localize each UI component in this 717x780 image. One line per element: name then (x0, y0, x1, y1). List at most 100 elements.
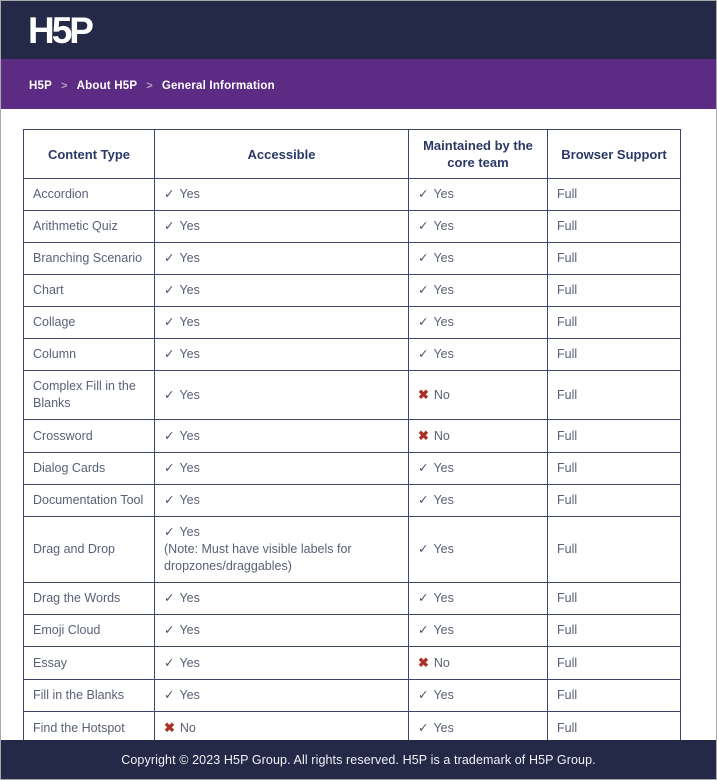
maintained-value: Yes (433, 623, 454, 637)
cross-icon: ✖ (418, 387, 429, 402)
browser-support-cell: Full (547, 178, 681, 211)
maintained-value: Yes (433, 688, 454, 702)
accessible-cell: ✖ No (154, 711, 409, 740)
check-icon: ✓ (418, 720, 429, 735)
maintained-cell: ✓ Yes (408, 210, 548, 243)
maintained-cell: ✓ Yes (408, 178, 548, 211)
maintained-cell: ✓ Yes (408, 614, 548, 647)
accessible-value: Yes (179, 187, 200, 201)
table-row: Fill in the Blanks ✓ Yes ✓ Yes Full (23, 679, 681, 712)
browser-support-cell: Full (547, 711, 681, 740)
accessible-value: Yes (179, 315, 200, 329)
accessible-value: Yes (179, 283, 200, 297)
browser-support-cell: Full (547, 210, 681, 243)
table-row: Branching Scenario ✓ Yes ✓ Yes Full (23, 242, 681, 275)
check-icon: ✓ (164, 461, 175, 475)
copyright-text: Copyright © 2023 H5P Group. All rights r… (121, 752, 596, 767)
maintained-value: Yes (433, 219, 454, 233)
browser-support-cell: Full (547, 274, 681, 307)
maintained-value: Yes (433, 461, 454, 475)
maintained-value: No (433, 656, 450, 670)
check-icon: ✓ (164, 525, 175, 539)
browser-support-cell: Full (547, 452, 681, 485)
site-footer: Copyright © 2023 H5P Group. All rights r… (1, 740, 716, 779)
content-type-cell: Collage (23, 306, 155, 339)
maintained-cell: ✓ Yes (408, 679, 548, 712)
content-type-cell: Drag and Drop (23, 516, 155, 583)
accessible-value: Yes (179, 347, 200, 361)
accessible-cell: ✓ Yes (154, 582, 409, 615)
content-type-cell: Accordion (23, 178, 155, 211)
content-type-cell: Find the Hotspot (23, 711, 155, 740)
column-header: Accessible (154, 129, 409, 179)
table-row: Dialog Cards ✓ Yes ✓ Yes Full (23, 452, 681, 485)
check-icon: ✓ (418, 347, 429, 361)
check-icon: ✓ (164, 493, 175, 507)
browser-support-cell: Full (547, 306, 681, 339)
main-content: Content Type Accessible Maintained by the … (1, 109, 716, 740)
breadcrumb-item-h5p[interactable]: H5P (29, 80, 52, 92)
maintained-value: Yes (433, 720, 454, 735)
maintained-value: Yes (433, 315, 454, 329)
check-icon: ✓ (164, 688, 175, 702)
cross-icon: ✖ (418, 428, 429, 443)
content-type-cell: Column (23, 338, 155, 371)
maintained-cell: ✖ No (408, 370, 548, 420)
breadcrumb-item-about-h5p[interactable]: About H5P (76, 80, 138, 92)
maintained-value: Yes (433, 591, 454, 605)
table-row: Drag the Words ✓ Yes ✓ Yes Full (23, 582, 681, 615)
accessible-cell: ✓ Yes (Note: Must have visible labels for … (154, 516, 409, 583)
check-icon: ✓ (164, 283, 175, 297)
check-icon: ✓ (164, 387, 175, 402)
browser-support-cell: Full (547, 338, 681, 371)
accessible-cell: ✓ Yes (154, 178, 409, 211)
breadcrumb-item-general-information[interactable]: General Information (161, 80, 275, 92)
table-body: Accordion ✓ Yes ✓ Yes Full Arithmetic Quiz ✓ Yes… (23, 178, 681, 740)
accessible-value: Yes (179, 493, 200, 507)
content-type-cell: Crossword (23, 419, 155, 453)
table-row: Collage ✓ Yes ✓ Yes Full (23, 306, 681, 339)
breadcrumb-bar: H5P > About H5P > General Information (1, 59, 716, 109)
browser-support-cell: Full (547, 646, 681, 680)
browser-support-cell: Full (547, 582, 681, 615)
check-icon: ✓ (418, 251, 429, 265)
check-icon: ✓ (418, 219, 429, 233)
browser-support-cell: Full (547, 614, 681, 647)
column-header: Browser Support (547, 129, 681, 179)
table-row: Essay ✓ Yes ✖ No Full (23, 646, 681, 680)
maintained-cell: ✖ No (408, 646, 548, 680)
table-row: Find the Hotspot ✖ No ✓ Yes Full (23, 711, 681, 740)
maintained-cell: ✓ Yes (408, 516, 548, 583)
accessible-value: Yes (179, 591, 200, 605)
content-type-cell: Dialog Cards (23, 452, 155, 485)
browser-support-cell: Full (547, 370, 681, 420)
h5p-logo[interactable]: H5P (28, 9, 94, 51)
maintained-value: Yes (433, 347, 454, 361)
maintained-value: Yes (433, 493, 454, 507)
accessible-value: Yes (179, 428, 200, 443)
table-row: Accordion ✓ Yes ✓ Yes Full (23, 178, 681, 211)
maintained-cell: ✓ Yes (408, 306, 548, 339)
breadcrumb-separator-icon: > (60, 80, 68, 92)
breadcrumb-separator-icon: > (146, 80, 153, 92)
check-icon: ✓ (164, 315, 175, 329)
check-icon: ✓ (418, 591, 429, 605)
content-type-cell: Emoji Cloud (23, 614, 155, 647)
maintained-cell: ✖ No (408, 419, 548, 453)
cross-icon: ✖ (164, 720, 175, 735)
accessible-value: Yes (179, 387, 200, 402)
check-icon: ✓ (164, 219, 175, 233)
accessible-cell: ✓ Yes (154, 274, 409, 307)
maintained-cell: ✓ Yes (408, 484, 548, 517)
accessible-cell: ✓ Yes (154, 242, 409, 275)
accessible-value: Yes (179, 461, 200, 475)
content-type-cell: Fill in the Blanks (23, 679, 155, 712)
check-icon: ✓ (418, 283, 429, 297)
table-row: Complex Fill in the Blanks ✓ Yes ✖ No Full (23, 370, 681, 420)
content-type-cell: Drag the Words (23, 582, 155, 615)
breadcrumb: H5P > About H5P > General Information (29, 80, 275, 92)
accessible-value: Yes (179, 251, 200, 265)
table-row: Chart ✓ Yes ✓ Yes Full (23, 274, 681, 307)
table-row: Documentation Tool ✓ Yes ✓ Yes Full (23, 484, 681, 517)
